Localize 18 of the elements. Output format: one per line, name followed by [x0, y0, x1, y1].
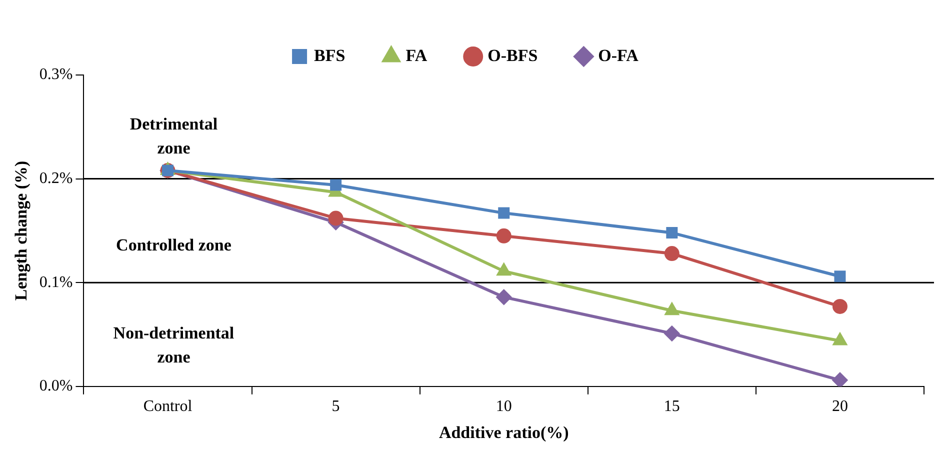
x-tick-label: 10: [496, 398, 512, 416]
annotation: Detrimental zone: [130, 114, 218, 158]
annotation: Controlled zone: [116, 236, 232, 255]
x-tick-label: 5: [332, 398, 340, 416]
y-tick-label: 0.0%: [39, 378, 73, 395]
annotation: Non-detrimental zone: [113, 323, 234, 366]
x-axis-title: Additive ratio(%): [438, 423, 569, 442]
legend-label: FA: [406, 46, 428, 65]
y-axis-title: Length change (%): [12, 160, 31, 301]
y-tick-label: 0.3%: [39, 66, 73, 84]
x-tick-label: 15: [664, 398, 680, 416]
y-tick-label: 0.1%: [39, 274, 73, 291]
legend-label: O-BFS: [488, 46, 538, 65]
y-tick-label: 0.2%: [39, 170, 73, 188]
legend-label: O-FA: [598, 46, 640, 65]
legend-label: BFS: [314, 46, 346, 65]
x-tick-label: 20: [832, 398, 848, 416]
x-tick-label: Control: [143, 398, 193, 416]
